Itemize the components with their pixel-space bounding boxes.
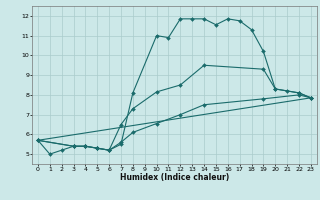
X-axis label: Humidex (Indice chaleur): Humidex (Indice chaleur) bbox=[120, 173, 229, 182]
